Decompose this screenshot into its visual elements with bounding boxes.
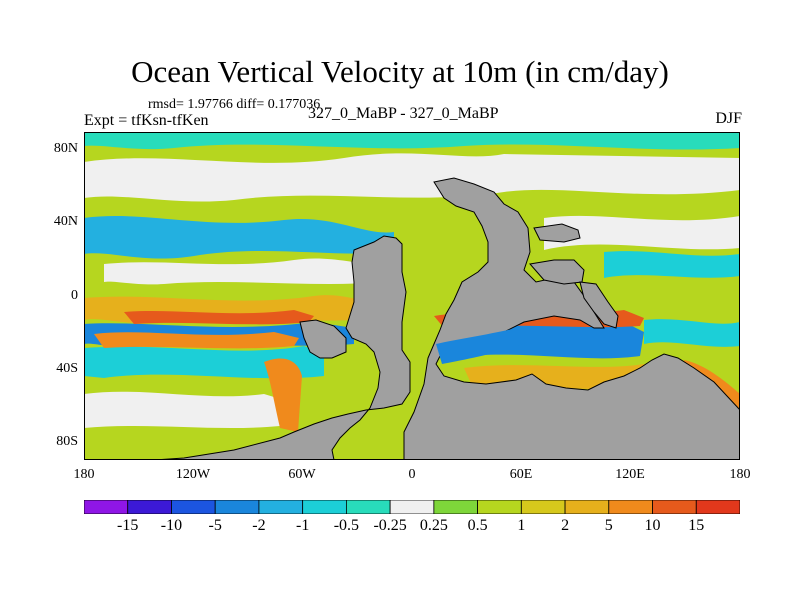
colorbar-label: 5: [604, 517, 613, 534]
land-west-panhandle: [299, 319, 347, 359]
colorbar-swatch: [214, 500, 260, 514]
vertical-velocity-map: [84, 132, 740, 460]
runs-label: 327_0_MaBP - 327_0_MaBP: [308, 105, 499, 122]
lon-tick-0: 0: [408, 467, 416, 482]
colorbar-label: 2: [561, 517, 570, 534]
lon-tick-120w: 120W: [175, 467, 211, 482]
colorbar: [84, 500, 740, 514]
colorbar-swatch: [84, 500, 129, 514]
colorbar-swatch: [564, 500, 610, 514]
lat-tick-80s: 80S: [56, 434, 78, 449]
lon-tick-60e: 60E: [509, 467, 533, 482]
colorbar-swatch: [345, 500, 391, 514]
southern-ocean-orange: [264, 358, 302, 432]
season-label: DJF: [715, 110, 742, 127]
north-mid-cyan: [84, 216, 394, 259]
south-band-cyan: [84, 346, 324, 379]
east-north-white: [544, 215, 740, 250]
lon-tick-120e: 120E: [615, 467, 645, 482]
north-band-cyan: [84, 132, 740, 150]
colorbar-label: -0.25: [373, 517, 407, 534]
lon-tick-180e: 180: [729, 467, 751, 482]
land-masses: [153, 177, 740, 460]
experiment-label: Expt = tfKsn-tfKen: [84, 112, 209, 129]
colorbar-label: 0.25: [419, 517, 448, 534]
colorbar-swatch: [171, 500, 216, 514]
colorbar-label: 15: [688, 517, 705, 534]
lat-tick-40n: 40N: [53, 214, 78, 229]
colorbar-label: 0.5: [467, 517, 488, 534]
colorbar-label: -2: [252, 517, 266, 534]
lon-tick-180w: 180: [73, 467, 95, 482]
colorbar-swatch: [258, 500, 304, 514]
map-frame: [84, 132, 740, 460]
south-white: [84, 391, 284, 428]
colorbar-swatch: [695, 500, 740, 514]
colorbar-label: -15: [117, 517, 139, 534]
colorbar-swatch: [389, 500, 435, 514]
colorbar-swatch: [652, 500, 697, 514]
colorbar-label: -1: [295, 517, 310, 534]
lat-tick-40s: 40S: [56, 361, 78, 376]
east-pacific-cyan: [644, 319, 740, 347]
equator-red: [124, 310, 314, 325]
colorbar-swatch: [127, 500, 172, 514]
plot-title: Ocean Vertical Velocity at 10m (in cm/da…: [131, 54, 669, 89]
lat-tick-0: 0: [71, 288, 78, 303]
colorbar-label: -0.5: [333, 517, 360, 534]
lon-tick-60w: 60W: [288, 467, 316, 482]
coastal-blue-strip: [436, 326, 528, 364]
south-orange-streak: [94, 332, 299, 349]
north-band-white: [84, 153, 740, 202]
stats-text: rmsd= 1.97766 diff= 0.177036: [148, 97, 321, 112]
land-east-tongue: [529, 259, 585, 285]
lat-tick-80n: 80N: [53, 141, 78, 156]
colorbar-swatch: [477, 500, 522, 514]
land-large-west: [153, 235, 411, 460]
colorbar-label: 10: [644, 517, 661, 534]
colorbar-swatch: [520, 500, 566, 514]
land-east-peninsula: [579, 281, 619, 329]
colorbar-label: 1: [517, 517, 526, 534]
colorbar-swatch: [433, 500, 479, 514]
colorbar-swatch: [608, 500, 653, 514]
colorbar-label: -10: [160, 517, 183, 534]
east-north-cyan: [604, 251, 740, 278]
colorbar-swatch: [302, 500, 347, 514]
colorbar-label: -5: [208, 517, 222, 534]
land-east-island: [533, 223, 581, 243]
north-white-2: [104, 258, 384, 285]
